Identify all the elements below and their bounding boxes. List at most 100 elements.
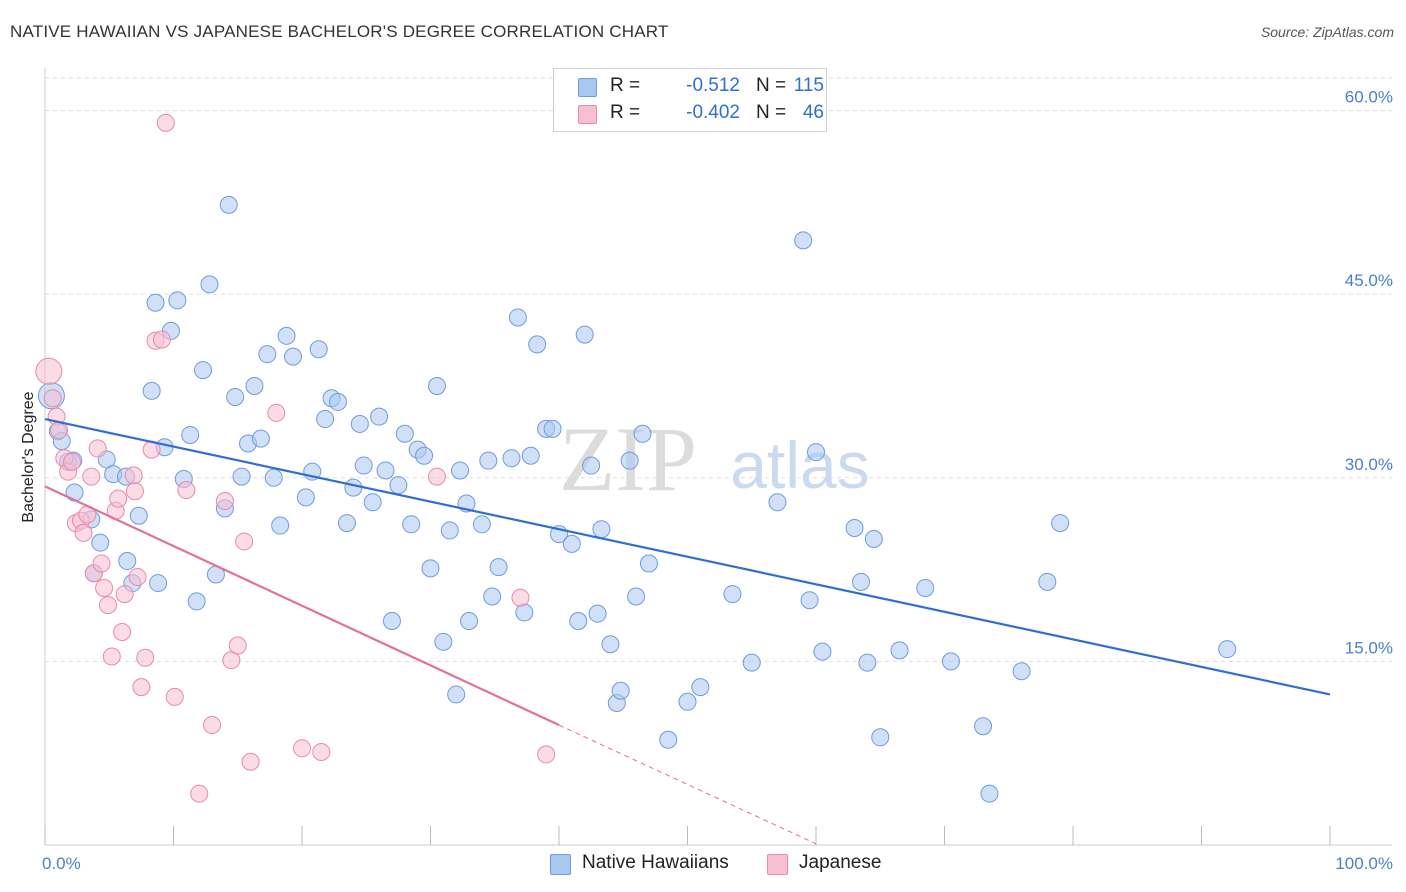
data-point xyxy=(472,515,491,534)
data-point xyxy=(588,604,607,623)
data-point xyxy=(447,685,466,704)
data-point xyxy=(678,692,697,711)
data-point xyxy=(543,419,562,438)
data-point xyxy=(508,308,527,327)
data-point xyxy=(152,330,171,349)
data-point xyxy=(350,414,369,433)
data-point xyxy=(95,578,114,597)
data-point xyxy=(312,742,331,761)
data-point xyxy=(800,591,819,610)
data-point xyxy=(228,636,247,655)
series-japanese xyxy=(35,113,556,803)
data-point xyxy=(328,392,347,411)
y-tick-label: 60.0% xyxy=(1345,88,1393,107)
data-point xyxy=(483,587,502,606)
legend-r-label: R = xyxy=(610,75,641,96)
data-point xyxy=(813,642,832,661)
data-point xyxy=(142,381,161,400)
bottom-legend-swatch-japanese xyxy=(767,854,788,875)
data-point xyxy=(128,567,147,586)
x-tick-labels: 0.0% 100.0% xyxy=(42,854,1393,873)
data-point xyxy=(129,506,148,525)
data-point xyxy=(43,389,62,408)
bottom-legend-swatch-native-hawaiians xyxy=(550,854,571,875)
trend-line xyxy=(558,724,817,845)
data-point xyxy=(344,478,363,497)
data-point xyxy=(132,678,151,697)
data-point xyxy=(190,784,209,803)
data-point xyxy=(258,345,277,364)
data-point xyxy=(267,403,286,422)
data-point xyxy=(363,493,382,512)
data-point xyxy=(768,493,787,512)
data-point xyxy=(1012,662,1031,681)
data-point xyxy=(569,612,588,631)
data-point xyxy=(271,516,290,535)
x-tick-label: 100.0% xyxy=(1335,854,1393,873)
data-point xyxy=(35,357,63,385)
data-point xyxy=(125,482,144,501)
data-point xyxy=(91,533,110,552)
y-axis-label: Bachelor's Degree xyxy=(20,391,37,522)
data-point xyxy=(980,784,999,803)
legend-r-value: -0.402 xyxy=(686,102,740,123)
data-point xyxy=(1051,514,1070,533)
data-point xyxy=(284,347,303,366)
data-point xyxy=(639,554,658,573)
data-point xyxy=(264,468,283,487)
bottom-legend-label: Native Hawaiians xyxy=(582,852,729,873)
data-point xyxy=(395,424,414,443)
data-point xyxy=(187,592,206,611)
trend-line xyxy=(44,485,560,727)
data-point xyxy=(611,681,630,700)
data-point xyxy=(521,446,540,465)
legend: R = -0.512 N = 115 R = -0.402 N = 46 xyxy=(553,68,827,132)
data-point xyxy=(181,425,200,444)
data-point xyxy=(627,587,646,606)
data-point xyxy=(277,326,296,345)
data-point xyxy=(562,534,581,553)
data-point xyxy=(845,518,864,537)
data-point xyxy=(102,647,121,666)
y-tick-label: 15.0% xyxy=(1345,638,1393,657)
x-tick-label: 0.0% xyxy=(42,854,81,873)
data-point xyxy=(742,653,761,672)
data-point xyxy=(528,335,547,354)
data-point xyxy=(479,451,498,470)
data-point xyxy=(601,635,620,654)
data-point xyxy=(691,678,710,697)
legend-n-label: N = xyxy=(756,75,787,96)
data-point xyxy=(118,552,137,571)
data-point xyxy=(200,275,219,294)
data-point xyxy=(890,641,909,660)
data-point xyxy=(115,585,134,604)
y-tick-label: 30.0% xyxy=(1345,455,1393,474)
data-point xyxy=(659,730,678,749)
data-point xyxy=(440,521,459,540)
legend-r-value: -0.512 xyxy=(686,75,740,96)
legend-n-label: N = xyxy=(756,102,787,123)
y-tick-label: 45.0% xyxy=(1345,271,1393,290)
data-point xyxy=(723,585,742,604)
data-point xyxy=(370,407,389,426)
trend-lines xyxy=(44,417,1331,845)
data-point xyxy=(156,113,175,132)
data-point xyxy=(1218,640,1237,659)
trend-line xyxy=(44,417,1331,696)
data-point xyxy=(941,652,960,671)
data-point xyxy=(575,325,594,344)
data-point xyxy=(245,377,264,395)
data-point xyxy=(511,588,530,607)
data-point xyxy=(502,449,521,468)
data-point xyxy=(376,461,395,480)
data-point xyxy=(871,728,890,747)
data-point xyxy=(858,653,877,672)
data-point xyxy=(421,559,440,578)
data-point xyxy=(582,456,601,475)
data-point xyxy=(309,340,328,359)
data-point xyxy=(537,745,556,764)
data-point xyxy=(113,623,132,642)
data-point xyxy=(168,291,187,310)
legend-r-label: R = xyxy=(610,102,641,123)
